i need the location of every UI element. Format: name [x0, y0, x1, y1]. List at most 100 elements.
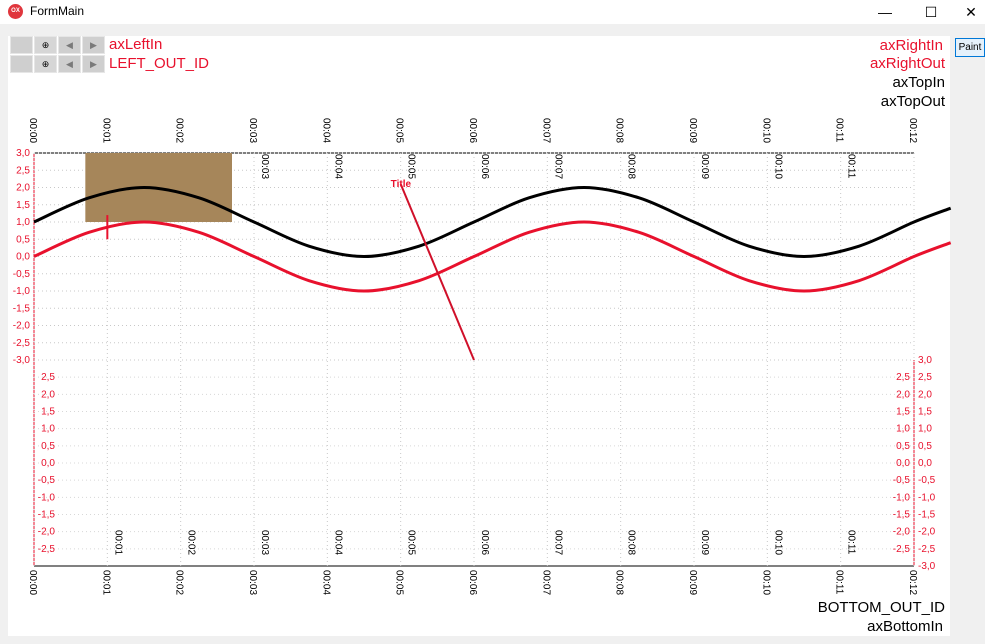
axis-right-in-label: axRightIn — [879, 37, 943, 54]
top-in-tick-label: 00:05 — [406, 154, 417, 179]
minimize-button[interactable]: — — [878, 4, 892, 20]
left-in-tick-label: -2,5 — [38, 544, 56, 555]
zoom-icon[interactable]: ⊕ — [34, 36, 57, 54]
bottom-out-tick-label: 00:02 — [174, 570, 185, 595]
scroll-right-icon[interactable]: ▶ — [82, 55, 105, 73]
top-out-tick-label: 00:08 — [614, 118, 625, 143]
left-in-tick-label: 1,0 — [41, 424, 55, 435]
bottom-out-tick-label: 00:09 — [687, 570, 698, 595]
right-out-tick-label: -1,5 — [918, 510, 936, 521]
left-in-tick-label: 0,0 — [41, 458, 55, 469]
close-button[interactable]: ✕ — [965, 4, 977, 20]
right-in-tick-label: 2,5 — [896, 372, 910, 383]
right-out-tick-label: 2,0 — [918, 389, 932, 400]
right-in-tick-label: 1,5 — [896, 407, 910, 418]
top-in-tick-label: 00:07 — [552, 154, 563, 179]
left-out-tick-label: 0,0 — [16, 252, 30, 263]
bottom-in-tick-label: 00:09 — [699, 530, 710, 555]
top-out-tick-label: 00:05 — [394, 118, 405, 143]
left-out-tick-label: 3,0 — [16, 148, 30, 159]
bottom-out-tick-label: 00:00 — [27, 570, 38, 595]
bottom-out-tick-label: 00:10 — [760, 570, 771, 595]
blank-button[interactable] — [10, 36, 33, 54]
annotation-title: Title — [391, 179, 412, 190]
right-out-tick-label: -1,0 — [918, 492, 936, 503]
right-in-tick-label: 1,0 — [896, 424, 910, 435]
right-out-tick-label: -2,0 — [918, 527, 936, 538]
right-out-tick-label: 0,5 — [918, 441, 932, 452]
right-in-tick-label: 2,0 — [896, 389, 910, 400]
axis-top-out-label: axTopOut — [880, 93, 945, 110]
right-out-tick-label: 1,5 — [918, 407, 932, 418]
axis-left-in-label: axLeftIn — [109, 36, 163, 53]
scroll-left-icon[interactable]: ◀ — [58, 36, 81, 54]
left-in-tick-label: 2,5 — [41, 372, 55, 383]
black-series-line — [33, 185, 952, 259]
left-out-tick-label: -1,0 — [13, 286, 31, 297]
bottom-out-tick-label: 00:04 — [320, 570, 331, 595]
left-out-tick-label: 1,5 — [16, 200, 30, 211]
top-out-tick-label: 00:10 — [760, 118, 771, 143]
right-out-tick-label: -2,5 — [918, 544, 936, 555]
left-in-tick-label: 0,5 — [41, 441, 55, 452]
left-out-toolbar: ⊕ ◀ ▶ — [10, 55, 110, 73]
bottom-out-tick-label: 00:07 — [540, 570, 551, 595]
bottom-in-tick-label: 00:08 — [626, 530, 637, 555]
top-in-tick-label: 00:03 — [259, 154, 270, 179]
annotation-line — [399, 183, 475, 361]
maximize-button[interactable]: ☐ — [924, 4, 938, 20]
right-out-tick-label: -3,0 — [918, 561, 936, 572]
plot-area[interactable] — [8, 36, 950, 636]
top-out-tick-label: 00:04 — [320, 118, 331, 143]
right-in-tick-label: 0,0 — [896, 458, 910, 469]
top-out-tick-label: 00:01 — [100, 118, 111, 143]
right-in-tick-label: -2,0 — [893, 527, 911, 538]
bottom-in-tick-label: 00:11 — [846, 530, 857, 555]
app-icon: OX — [8, 4, 23, 19]
top-out-tick-label: 00:12 — [907, 118, 918, 143]
left-out-tick-label: -2,0 — [13, 321, 31, 332]
bottom-out-tick-label: 00:12 — [907, 570, 918, 595]
left-in-tick-label: 1,5 — [41, 407, 55, 418]
top-in-tick-label: 00:10 — [772, 154, 783, 179]
blank-button[interactable] — [10, 55, 33, 73]
left-out-tick-label: 0,5 — [16, 234, 30, 245]
title-bar: OX FormMain — ☐ ✕ — [0, 0, 985, 24]
bottom-out-tick-label: 00:03 — [247, 570, 258, 595]
top-out-tick-label: 00:09 — [687, 118, 698, 143]
top-in-tick-label: 00:09 — [699, 154, 710, 179]
top-out-tick-label: 00:07 — [540, 118, 551, 143]
bottom-in-tick-label: 00:02 — [186, 530, 197, 555]
left-out-tick-label: -0,5 — [13, 269, 31, 280]
axis-top-in-label: axTopIn — [892, 74, 945, 91]
axis-bottom-in-label: axBottomIn — [867, 618, 943, 635]
bottom-out-tick-label: 00:01 — [100, 570, 111, 595]
bottom-out-tick-label: 00:11 — [834, 570, 845, 595]
bottom-in-tick-label: 00:10 — [772, 530, 783, 555]
left-in-tick-label: -0,5 — [38, 475, 56, 486]
bottom-in-tick-label: 00:04 — [332, 530, 343, 555]
scroll-right-icon[interactable]: ▶ — [82, 36, 105, 54]
zoom-icon[interactable]: ⊕ — [34, 55, 57, 73]
right-out-tick-label: 1,0 — [918, 424, 932, 435]
left-out-tick-label: -3,0 — [13, 355, 31, 366]
right-out-tick-label: 0,0 — [918, 458, 932, 469]
bottom-in-tick-label: 00:07 — [552, 530, 563, 555]
axis-left-out-label: LEFT_OUT_ID — [109, 55, 210, 72]
bottom-out-tick-label: 00:08 — [614, 570, 625, 595]
top-in-tick-label: 00:04 — [332, 154, 343, 179]
paint-button[interactable]: Paint — [955, 38, 985, 57]
left-in-tick-label: 2,0 — [41, 389, 55, 400]
scroll-left-icon[interactable]: ◀ — [58, 55, 81, 73]
left-in-toolbar: ⊕ ◀ ▶ — [10, 36, 110, 54]
top-in-tick-label: 00:08 — [626, 154, 637, 179]
left-out-tick-label: 1,0 — [16, 217, 30, 228]
left-in-tick-label: -2,0 — [38, 527, 56, 538]
top-out-tick-label: 00:03 — [247, 118, 258, 143]
bottom-out-tick-label: 00:05 — [394, 570, 405, 595]
right-out-tick-label: 3,0 — [918, 355, 932, 366]
right-in-tick-label: 0,5 — [896, 441, 910, 452]
left-out-tick-label: -2,5 — [13, 338, 31, 349]
left-in-tick-label: -1,0 — [38, 492, 56, 503]
top-out-tick-label: 00:06 — [467, 118, 478, 143]
